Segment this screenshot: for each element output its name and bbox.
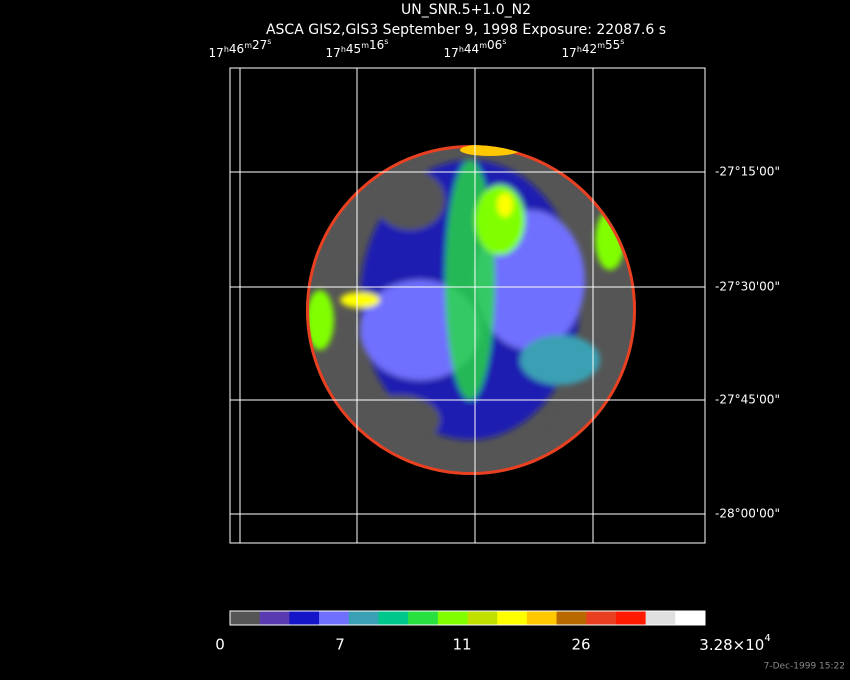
- ra-value: 17: [444, 46, 459, 60]
- dec-label: -27°30'00": [715, 280, 780, 294]
- ra-value: 46: [229, 42, 244, 56]
- colorbar-label: 7: [335, 636, 345, 654]
- ra-unit: h: [577, 45, 582, 54]
- ra-label: 17h42m55s: [562, 37, 625, 60]
- ra-unit: s: [620, 37, 624, 46]
- dec-label: -27°45'00": [715, 393, 780, 407]
- colorbar-segment: [586, 611, 617, 625]
- colorbar-label: 0: [215, 636, 225, 654]
- coordinate-grid: [229, 67, 706, 544]
- ra-value: 17: [326, 46, 341, 60]
- ra-value: 06: [487, 38, 502, 52]
- colorbar-label: 26: [571, 636, 590, 654]
- colorbar-segment: [408, 611, 439, 625]
- ra-unit: m: [361, 41, 369, 50]
- ra-unit: m: [244, 41, 252, 50]
- ra-value: 44: [464, 42, 479, 56]
- ra-value: 17: [562, 46, 577, 60]
- colorbar-segment: [319, 611, 350, 625]
- colorbar-segment: [437, 611, 468, 625]
- ra-value: 27: [252, 38, 267, 52]
- colorbar-max-label: 3.28×104: [699, 633, 770, 654]
- ra-unit: h: [224, 45, 229, 54]
- exponent: 4: [764, 633, 770, 644]
- colorbar-label: 11: [452, 636, 471, 654]
- colorbar-segment: [378, 611, 409, 625]
- ra-value: 45: [346, 42, 361, 56]
- colorbar-segment: [467, 611, 498, 625]
- colorbar-segment: [289, 611, 320, 625]
- ra-unit: h: [341, 45, 346, 54]
- colorbar-segment: [259, 611, 290, 625]
- colorbar-frame: [229, 610, 706, 626]
- ra-unit: s: [384, 37, 388, 46]
- sky-image: [306, 145, 636, 475]
- title: UN_SNR.5+1.0_N2: [401, 2, 531, 18]
- ra-unit: s: [502, 37, 506, 46]
- dec-label: -28°00'00": [715, 507, 780, 521]
- ra-label: 17h45m16s: [326, 37, 389, 60]
- colorbar-segment: [497, 611, 528, 625]
- footer: 7-Dec-1999 15:22: [764, 662, 845, 672]
- colorbar-segment: [615, 611, 647, 625]
- labels: 17h46m27s17h45m16s17h44m06s17h42m55s-27°…: [209, 37, 780, 654]
- ra-unit: s: [267, 37, 271, 46]
- colorbar-segment: [645, 611, 676, 625]
- ra-unit: h: [459, 45, 464, 54]
- colorbar-segment: [526, 611, 558, 625]
- ra-unit: m: [597, 41, 605, 50]
- colorbar-segment: [348, 611, 379, 625]
- subtitle: ASCA GIS2,GIS3 September 9, 1998 Exposur…: [266, 22, 666, 38]
- colorbar-segment: [556, 611, 587, 625]
- ra-label: 17h46m27s: [209, 37, 272, 60]
- ra-label: 17h44m06s: [444, 37, 507, 60]
- ra-unit: m: [479, 41, 487, 50]
- dec-label: -27°15'00": [715, 165, 780, 179]
- colorbar-segment: [675, 611, 706, 625]
- ra-value: 42: [582, 42, 597, 56]
- ra-value: 17: [209, 46, 224, 60]
- mantissa: 3.28×10: [699, 636, 764, 654]
- colorbar-segment: [230, 611, 261, 625]
- ra-value: 55: [605, 38, 620, 52]
- ra-value: 16: [369, 38, 384, 52]
